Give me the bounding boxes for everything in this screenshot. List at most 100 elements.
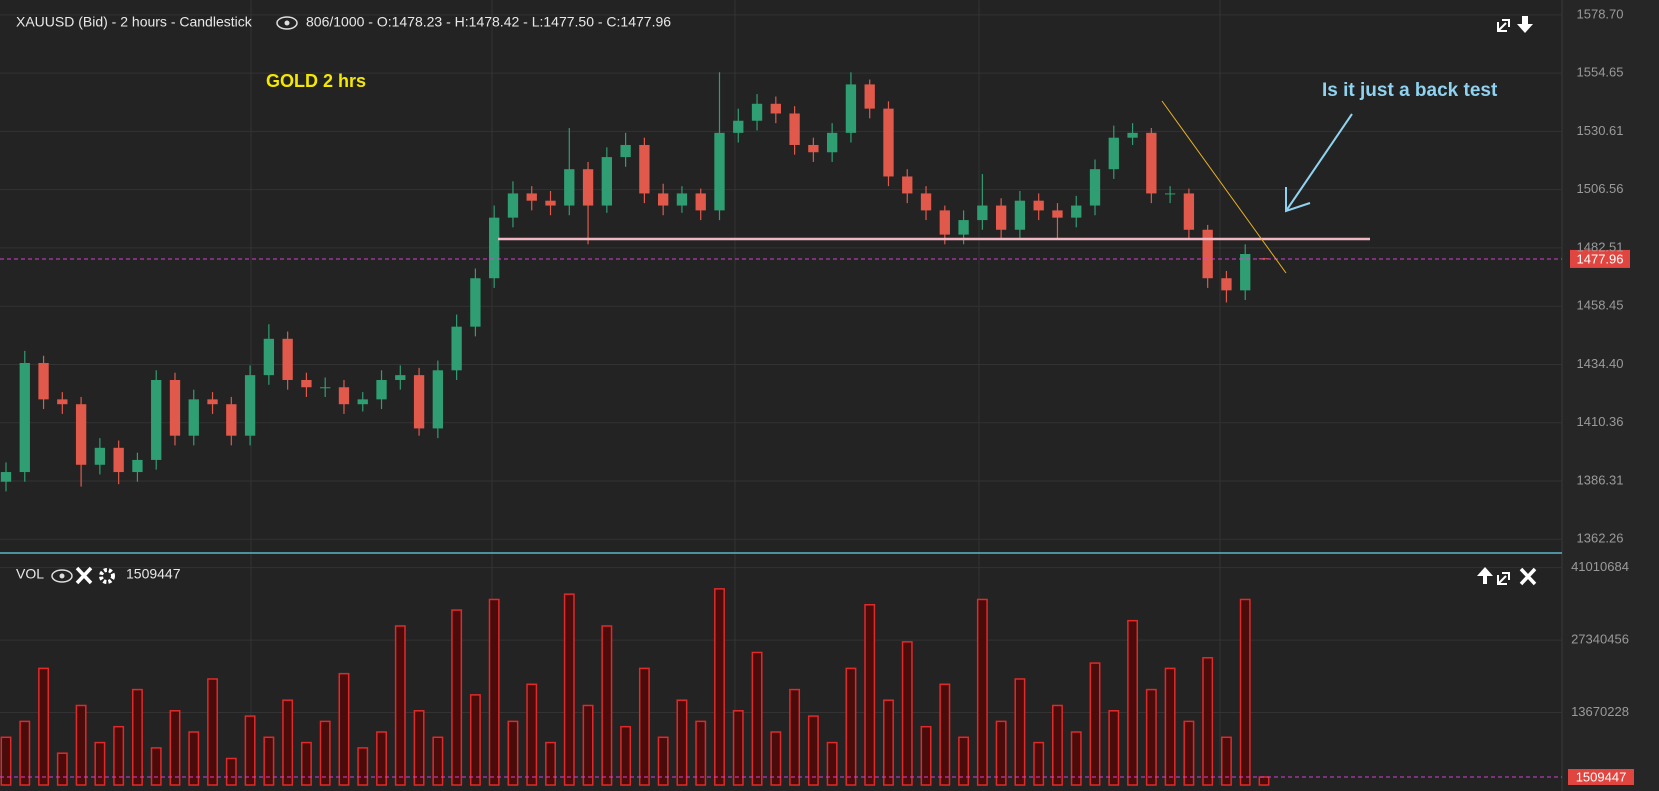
y-tick-label: 1506.56 [1577,181,1624,196]
trend-line [1161,100,1287,274]
volume-icons[interactable] [51,566,115,585]
y-tick-label: 1554.65 [1577,65,1624,80]
candle-body [733,120,744,133]
volume-bar [244,715,256,786]
volume-bar [638,667,650,786]
volume-bar [56,752,68,786]
volume-current: 1509447 [126,566,181,582]
volume-bar [169,710,181,786]
volume-bar [1052,704,1063,786]
candle-body [920,193,932,211]
y-tick-label: 1410.36 [1577,414,1624,429]
candle-body [789,113,800,145]
candle-body [1052,210,1063,218]
volume-bar [620,725,632,786]
volume-bar [976,598,988,786]
y-tick-label: 1578.70 [1577,6,1624,21]
candle-body [132,459,143,473]
marks: 1477.96 1509447 [0,14,1634,786]
volume-bar [469,694,481,786]
volume-controls[interactable] [1477,567,1537,586]
candle-body [1240,253,1251,291]
candle-body [864,84,875,109]
pane-controls[interactable] [1497,16,1533,33]
volume-bar [958,736,970,786]
volume-bar [113,725,125,786]
volume-bar [845,667,857,786]
volume-bar [1014,678,1026,786]
volume-title: VOL [16,566,44,582]
candle-body [977,205,988,221]
y-tick-label: 1458.45 [1577,298,1624,313]
candle-body [489,217,500,279]
candle-body [169,379,181,436]
eye-icon[interactable] [276,16,298,30]
last-price-label: 1477.96 [1577,251,1624,266]
candle-body [320,387,331,389]
candle-body [939,210,950,235]
volume-bar [263,736,275,786]
candle-body [845,84,857,133]
volume-bar [1239,598,1251,786]
candle-body [282,338,293,380]
annotation-label: GOLD 2 hrs [266,71,366,91]
candle-body [507,193,519,218]
volume-bar [38,667,49,786]
y-tick-label: 13670228 [1571,704,1629,719]
candle-body [1146,132,1157,194]
volume-bar [995,720,1007,786]
volume-bar [807,715,819,786]
annotation-arrow [1285,113,1353,213]
candle-body [1033,200,1044,211]
volume-bar [1127,619,1139,786]
volume-bar [19,720,31,786]
candle-body [676,193,688,206]
candle-body [188,399,199,436]
candle-body [432,370,444,429]
candle-body [94,447,106,465]
volume-bar [770,731,782,786]
volume-bar [338,672,350,786]
volume-bar [75,704,87,786]
candle-body [1089,169,1101,206]
volume-bar [0,736,12,786]
volume-bar [225,757,237,786]
volume-bar [319,720,331,786]
candle-body [1014,200,1026,230]
volume-bar [1145,688,1157,786]
y-tick-label: 1482.51 [1577,239,1624,254]
candle-body [545,200,556,206]
volume-bar [150,747,162,786]
volume-bar [1033,741,1045,786]
volume-bar [883,699,894,786]
candle-body [826,132,838,153]
last-price-box [1570,249,1630,268]
volume-bar [789,688,801,786]
candle-body [695,193,706,211]
volume-bar [1183,720,1195,786]
candle-body [226,404,237,436]
candle-body [357,399,368,405]
y-tick-label: 1386.31 [1577,472,1624,487]
volume-bar [714,588,725,786]
candle-body [151,379,162,460]
candle-body [376,379,387,400]
volume-bar [901,641,913,786]
candle-body [395,375,406,380]
candle-body [38,363,49,400]
volume-bar [1070,731,1082,786]
candle-body [301,379,312,388]
candle-body [582,169,594,206]
y-tick-label: 1434.40 [1577,356,1624,371]
candle-body [1127,132,1138,138]
candle-body [263,338,275,376]
volume-bar [676,699,688,786]
candle-body [413,375,425,429]
candle-body [451,326,462,371]
candle-body [338,387,350,405]
candle-body [751,103,763,121]
volume-bar [376,731,387,786]
volume-bar [432,736,444,786]
volume-bar [732,710,744,786]
